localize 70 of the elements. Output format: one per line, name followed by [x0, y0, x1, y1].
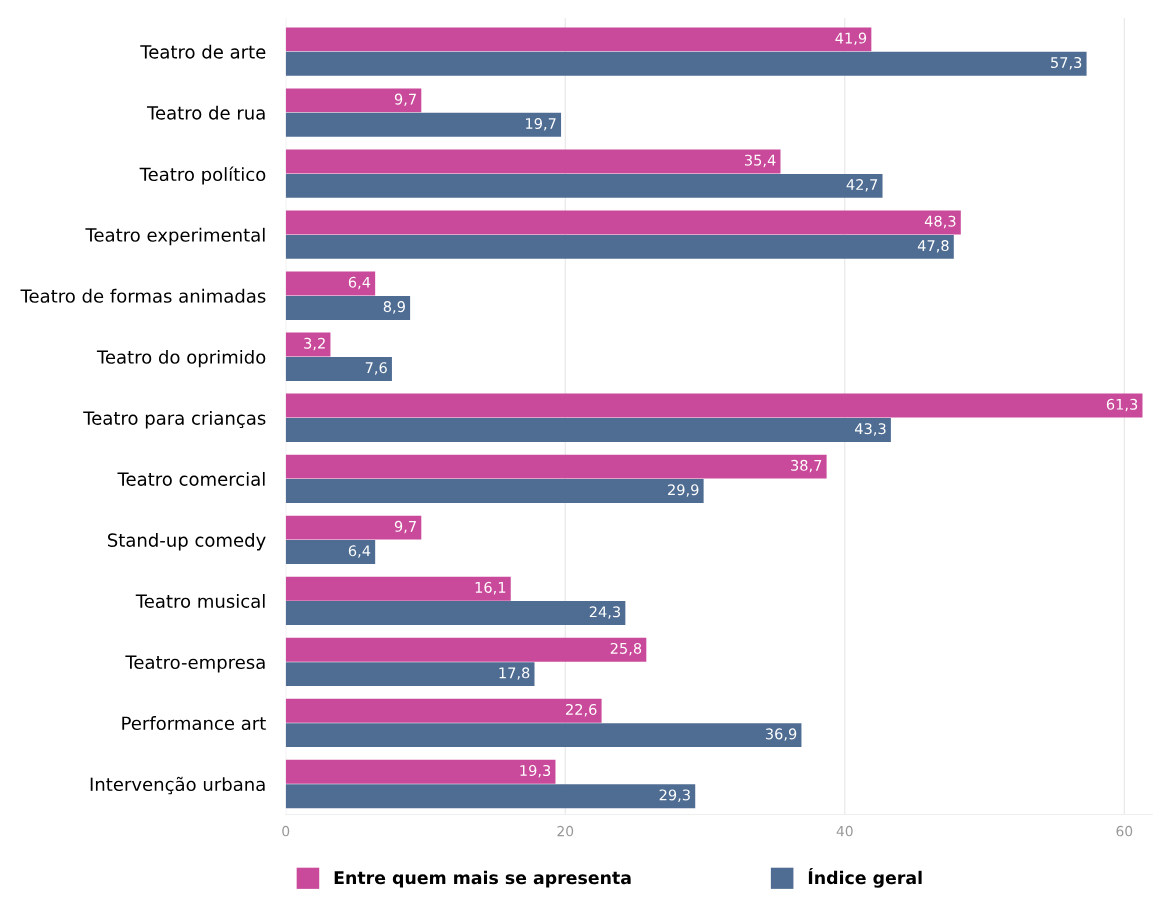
bar [285, 759, 556, 784]
bar [285, 149, 781, 174]
y-tick-label: Teatro político [139, 166, 266, 185]
x-tick-label: 40 [836, 825, 853, 837]
y-tick-label: Intervenção urbana [90, 776, 265, 795]
bar [285, 418, 891, 442]
bar [285, 540, 376, 565]
bar [285, 637, 647, 662]
bar [285, 271, 376, 296]
data-label: 3,2 [304, 337, 325, 351]
data-label: 57,3 [1051, 56, 1082, 70]
x-tick-label: 20 [557, 825, 574, 837]
data-label: 17,8 [499, 667, 530, 680]
bar [285, 27, 872, 52]
data-label: 9,7 [394, 520, 416, 534]
data-label: 7,6 [365, 362, 387, 375]
legend-label: Entre quem mais se apresenta [334, 870, 631, 888]
data-label: 61,3 [1106, 398, 1138, 412]
x-tick-label: 60 [1116, 825, 1133, 837]
data-label: 48,3 [924, 215, 956, 229]
y-tick-label: Stand-up comedy [107, 532, 266, 551]
data-label: 35,4 [744, 154, 776, 168]
bar [285, 601, 626, 626]
bar [285, 173, 883, 198]
data-label: 47,8 [917, 240, 949, 253]
bar [285, 784, 696, 809]
data-label: 42,7 [846, 179, 878, 192]
data-label: 6,4 [348, 545, 371, 558]
x-tick-label: 0 [282, 825, 290, 837]
data-label: 41,9 [835, 32, 867, 46]
y-tick-label: Teatro musical [135, 594, 265, 608]
bar [285, 51, 1087, 76]
y-tick-label: Teatro de arte [140, 44, 266, 59]
bar [285, 479, 704, 503]
data-label: 38,7 [791, 459, 822, 473]
y-tick-label: Teatro de formas animadas [20, 288, 266, 303]
data-label: 29,3 [659, 789, 690, 802]
bar [285, 454, 827, 479]
y-tick-label: Teatro comercial [117, 471, 265, 486]
bar [285, 210, 961, 235]
bar [285, 662, 535, 687]
bar [285, 234, 954, 259]
data-label: 9,7 [394, 93, 416, 107]
data-label: 25,8 [610, 642, 642, 656]
bar [285, 698, 602, 723]
data-label: 24,3 [589, 606, 621, 619]
data-label: 22,6 [566, 703, 597, 717]
bar [285, 88, 422, 113]
data-label: 6,4 [348, 276, 371, 290]
bar [285, 112, 562, 137]
data-label: 43,3 [854, 423, 886, 436]
bar [285, 515, 422, 540]
bar [285, 295, 411, 320]
bar [285, 393, 1143, 418]
data-label: 16,1 [475, 581, 506, 595]
y-tick-label: Teatro para crianças [83, 410, 266, 429]
data-label: 29,9 [668, 484, 699, 497]
data-label: 8,9 [383, 301, 405, 314]
bar [285, 723, 802, 748]
bar [285, 576, 511, 601]
y-tick-label: Performance art [122, 716, 266, 731]
data-label: 36,9 [765, 728, 797, 741]
y-tick-label: Teatro do oprimido [96, 349, 266, 368]
legend-label: Índice geral [808, 867, 922, 888]
y-tick-label: Teatro experimental [85, 227, 265, 246]
y-tick-label: Teatro de rua [146, 105, 265, 120]
bar [285, 356, 392, 381]
y-tick-label: Teatro-empresa [125, 655, 265, 673]
data-label: 19,7 [526, 118, 556, 131]
data-label: 19,3 [520, 764, 551, 778]
